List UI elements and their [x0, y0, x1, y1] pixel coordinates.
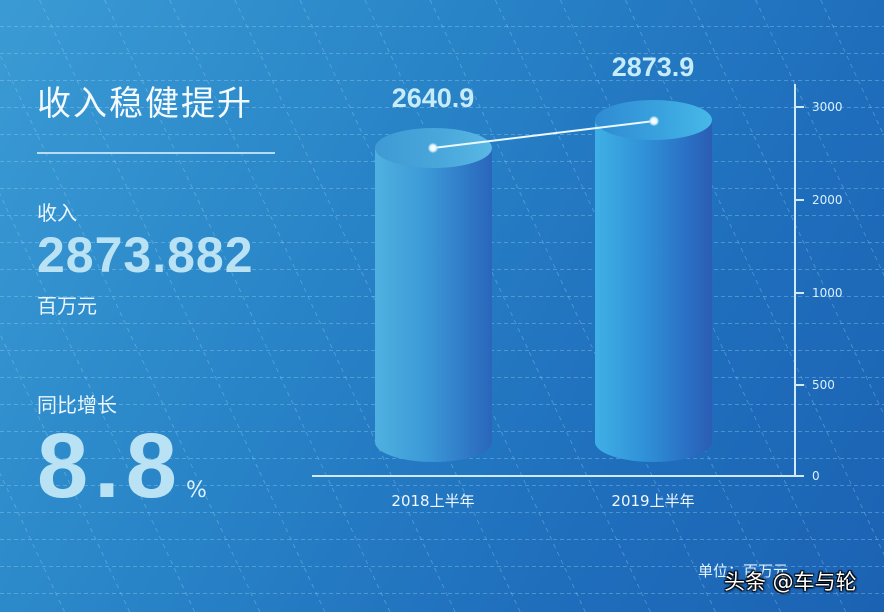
y-tick — [796, 106, 804, 108]
value-label-2019: 2873.9 — [611, 52, 695, 82]
data-point-2019 — [649, 116, 659, 126]
revenue-unit: 百万元 — [37, 294, 97, 318]
y-tick-label: 2000 — [812, 193, 843, 207]
unit-label: 单位：百万元 — [698, 562, 789, 580]
title-divider — [37, 152, 275, 154]
category-label-2019: 2019上半年 — [611, 492, 695, 510]
y-tick-label: 0 — [812, 469, 820, 483]
y-tick — [796, 475, 804, 477]
watermark: 头条 @车与轮 — [724, 570, 857, 594]
x-axis — [312, 475, 796, 477]
y-tick-label: 3000 — [812, 100, 843, 114]
y-tick — [796, 292, 804, 294]
growth-percent-sign: % — [186, 478, 207, 503]
revenue-label: 收入 — [37, 201, 77, 225]
y-tick-label: 1000 — [812, 286, 843, 300]
category-label-2018: 2018上半年 — [391, 492, 475, 510]
y-tick — [796, 384, 804, 386]
data-point-2018 — [428, 143, 438, 153]
y-axis — [794, 84, 796, 477]
revenue-value: 2873.882 — [37, 227, 254, 283]
growth-label: 同比增长 — [37, 393, 117, 417]
page-title: 收入稳健提升 — [37, 84, 253, 124]
y-tick — [796, 199, 804, 201]
value-label-2018: 2640.9 — [391, 83, 475, 113]
growth-value: 8.8 — [37, 415, 183, 517]
bar-2019-h1 — [595, 100, 712, 462]
y-tick-label: 500 — [812, 378, 835, 392]
